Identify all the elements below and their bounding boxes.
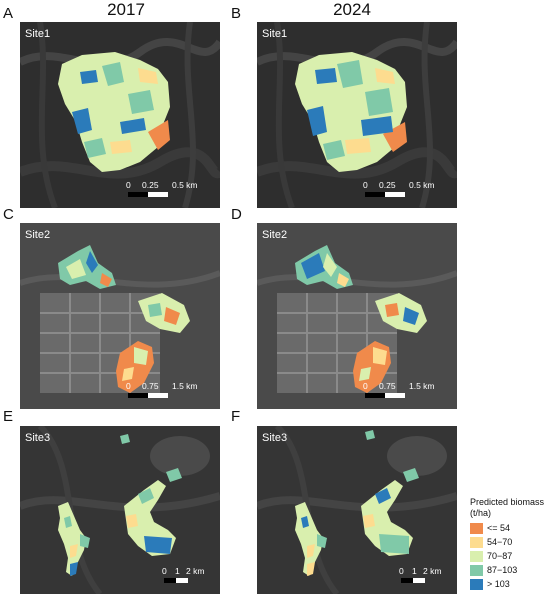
site-label-f: Site3: [262, 432, 288, 444]
panel-letter-b: B: [231, 5, 242, 22]
site-label-c: Site2: [25, 229, 51, 241]
legend-item: > 103: [470, 578, 550, 592]
biomass-area-site3-east: [124, 480, 176, 556]
legend-item: <= 54: [470, 522, 550, 536]
map-panel-c: Site2 0 0.75 1.5 km: [20, 223, 220, 409]
scale-tick-mid: 1: [412, 566, 417, 576]
biomass-legend: Predicted biomass (t/ha) <= 54 54−70 70−…: [470, 497, 550, 592]
satellite-map-e: [20, 426, 220, 594]
legend-swatch: [470, 537, 483, 548]
map-panel-a: Site1 0 0.25 0.5 km: [20, 22, 220, 208]
satellite-map-d: [257, 223, 457, 409]
scale-bar-white: [176, 578, 188, 583]
scale-bar-d: 0 0.75 1.5 km: [363, 381, 447, 401]
scale-bar-black: [401, 578, 413, 583]
site-label-d: Site2: [262, 229, 288, 241]
scale-tick-0: 0: [126, 381, 131, 391]
legend-unit: (t/ha): [470, 508, 492, 518]
scale-bar-black: [365, 393, 385, 398]
scale-bar-white: [413, 578, 425, 583]
satellite-map-c: [20, 223, 220, 409]
year-header-2024: 2024: [333, 0, 371, 19]
map-panel-d: Site2 0 0.75 1.5 km: [257, 223, 457, 409]
scale-tick-0: 0: [162, 566, 167, 576]
scale-tick-end: 1.5 km: [409, 381, 435, 391]
panel-letter-c: C: [3, 206, 14, 223]
scale-tick-end: 0.5 km: [409, 180, 435, 190]
panel-letter-f: F: [231, 408, 241, 425]
satellite-map-a: [20, 22, 220, 208]
scale-bar-white: [385, 192, 405, 197]
scale-tick-0: 0: [363, 381, 368, 391]
scale-bar-black: [128, 192, 148, 197]
scale-tick-mid: 1: [175, 566, 180, 576]
scale-bar-black: [365, 192, 385, 197]
legend-swatch: [470, 523, 483, 534]
legend-item-label: 87−103: [487, 565, 518, 575]
scale-tick-0: 0: [126, 180, 131, 190]
scale-bar-f: 0 1 2 km: [399, 566, 447, 586]
scale-tick-end: 0.5 km: [172, 180, 198, 190]
legend-swatch: [470, 551, 483, 562]
legend-title: Predicted biomass: [470, 497, 545, 507]
legend-item: 87−103: [470, 564, 550, 578]
legend-swatch: [470, 579, 483, 590]
scale-bar-white: [148, 192, 168, 197]
site-label-e: Site3: [25, 432, 51, 444]
legend-item-label: 70−87: [487, 551, 513, 561]
legend-item: 54−70: [470, 536, 550, 550]
scale-tick-end: 2 km: [423, 566, 442, 576]
map-panel-e: Site3 0 1 2 km: [20, 426, 220, 594]
scale-tick-end: 2 km: [186, 566, 205, 576]
scale-bar-black: [128, 393, 148, 398]
scale-bar-white: [148, 393, 168, 398]
scale-tick-mid: 0.75: [142, 381, 159, 391]
scale-tick-0: 0: [399, 566, 404, 576]
scale-tick-mid: 0.75: [379, 381, 396, 391]
scale-tick-0: 0: [363, 180, 368, 190]
year-header-2017: 2017: [107, 0, 145, 19]
scale-bar-b: 0 0.25 0.5 km: [363, 180, 447, 200]
legend-item-label: > 103: [487, 579, 510, 589]
site-label-b: Site1: [262, 28, 288, 40]
panel-letter-d: D: [231, 206, 242, 223]
scale-tick-end: 1.5 km: [172, 381, 198, 391]
scale-bar-e: 0 1 2 km: [162, 566, 210, 586]
map-panel-b: Site1 0 0.25 0.5 km: [257, 22, 457, 208]
site-label-a: Site1: [25, 28, 51, 40]
legend-item-label: 54−70: [487, 537, 513, 547]
scale-tick-mid: 0.25: [142, 180, 159, 190]
scale-bar-white: [385, 393, 405, 398]
panel-letter-a: A: [3, 5, 14, 22]
scale-bar-black: [164, 578, 176, 583]
legend-item: 70−87: [470, 550, 550, 564]
scale-bar-a: 0 0.25 0.5 km: [126, 180, 210, 200]
legend-swatch: [470, 565, 483, 576]
panel-letter-e: E: [3, 408, 14, 425]
map-panel-f: Site3 0 1 2 km: [257, 426, 457, 594]
satellite-map-f: [257, 426, 457, 594]
satellite-map-b: [257, 22, 457, 208]
scale-tick-mid: 0.25: [379, 180, 396, 190]
biomass-area-site2-east: [138, 293, 190, 333]
legend-item-label: <= 54: [487, 523, 511, 533]
scale-bar-c: 0 0.75 1.5 km: [126, 381, 210, 401]
